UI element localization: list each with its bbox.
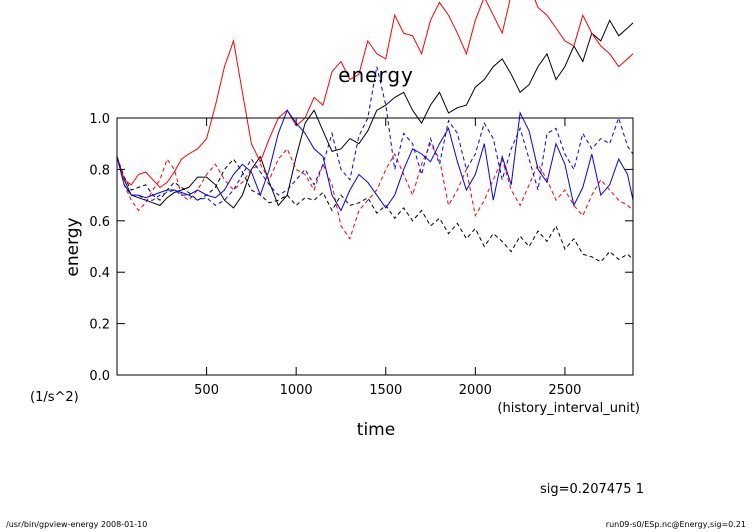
x-tick-label: 1000 [280,383,313,398]
series-line-4 [116,142,634,240]
footer-right-path: run09-s0/ESp.nc@Energy,sig=0.21 [606,520,746,529]
x-axis-units: (history_interval_unit) [497,401,640,416]
y-tick-label: 0.2 [89,318,110,333]
y-tick-label: 0.4 [89,266,110,281]
series-line-1 [116,19,634,209]
series-line-5 [116,109,634,212]
x-tick-label: 500 [194,383,219,398]
x-tick-label: 1500 [369,383,402,398]
y-tick-label: 0.8 [89,163,110,178]
series-line-2 [116,156,634,263]
y-tick-label: 0.0 [89,369,110,384]
y-tick-label: 1.0 [89,112,110,127]
x-tick-label: 2000 [459,383,492,398]
y-axis-label: energy [63,217,83,276]
x-tick-label: 2500 [548,383,581,398]
series-layer [116,0,634,263]
plot-frame [116,117,634,376]
x-axis-label: time [357,420,395,440]
series-line-3 [116,0,634,189]
series-line-6 [116,66,634,207]
footer-left-path: /usr/bin/gpview-energy 2008-01-10 [6,520,147,529]
y-tick-label: 0.6 [89,215,110,230]
sig-label: sig=0.207475 1 [540,482,644,497]
axis-layer: 500 1000 1500 2000 2500 0.0 0.2 0.4 0.6 0.8 1.0 [89,112,633,398]
y-axis-units: (1/s^2) [30,390,79,405]
chart-title: energy [338,63,414,87]
